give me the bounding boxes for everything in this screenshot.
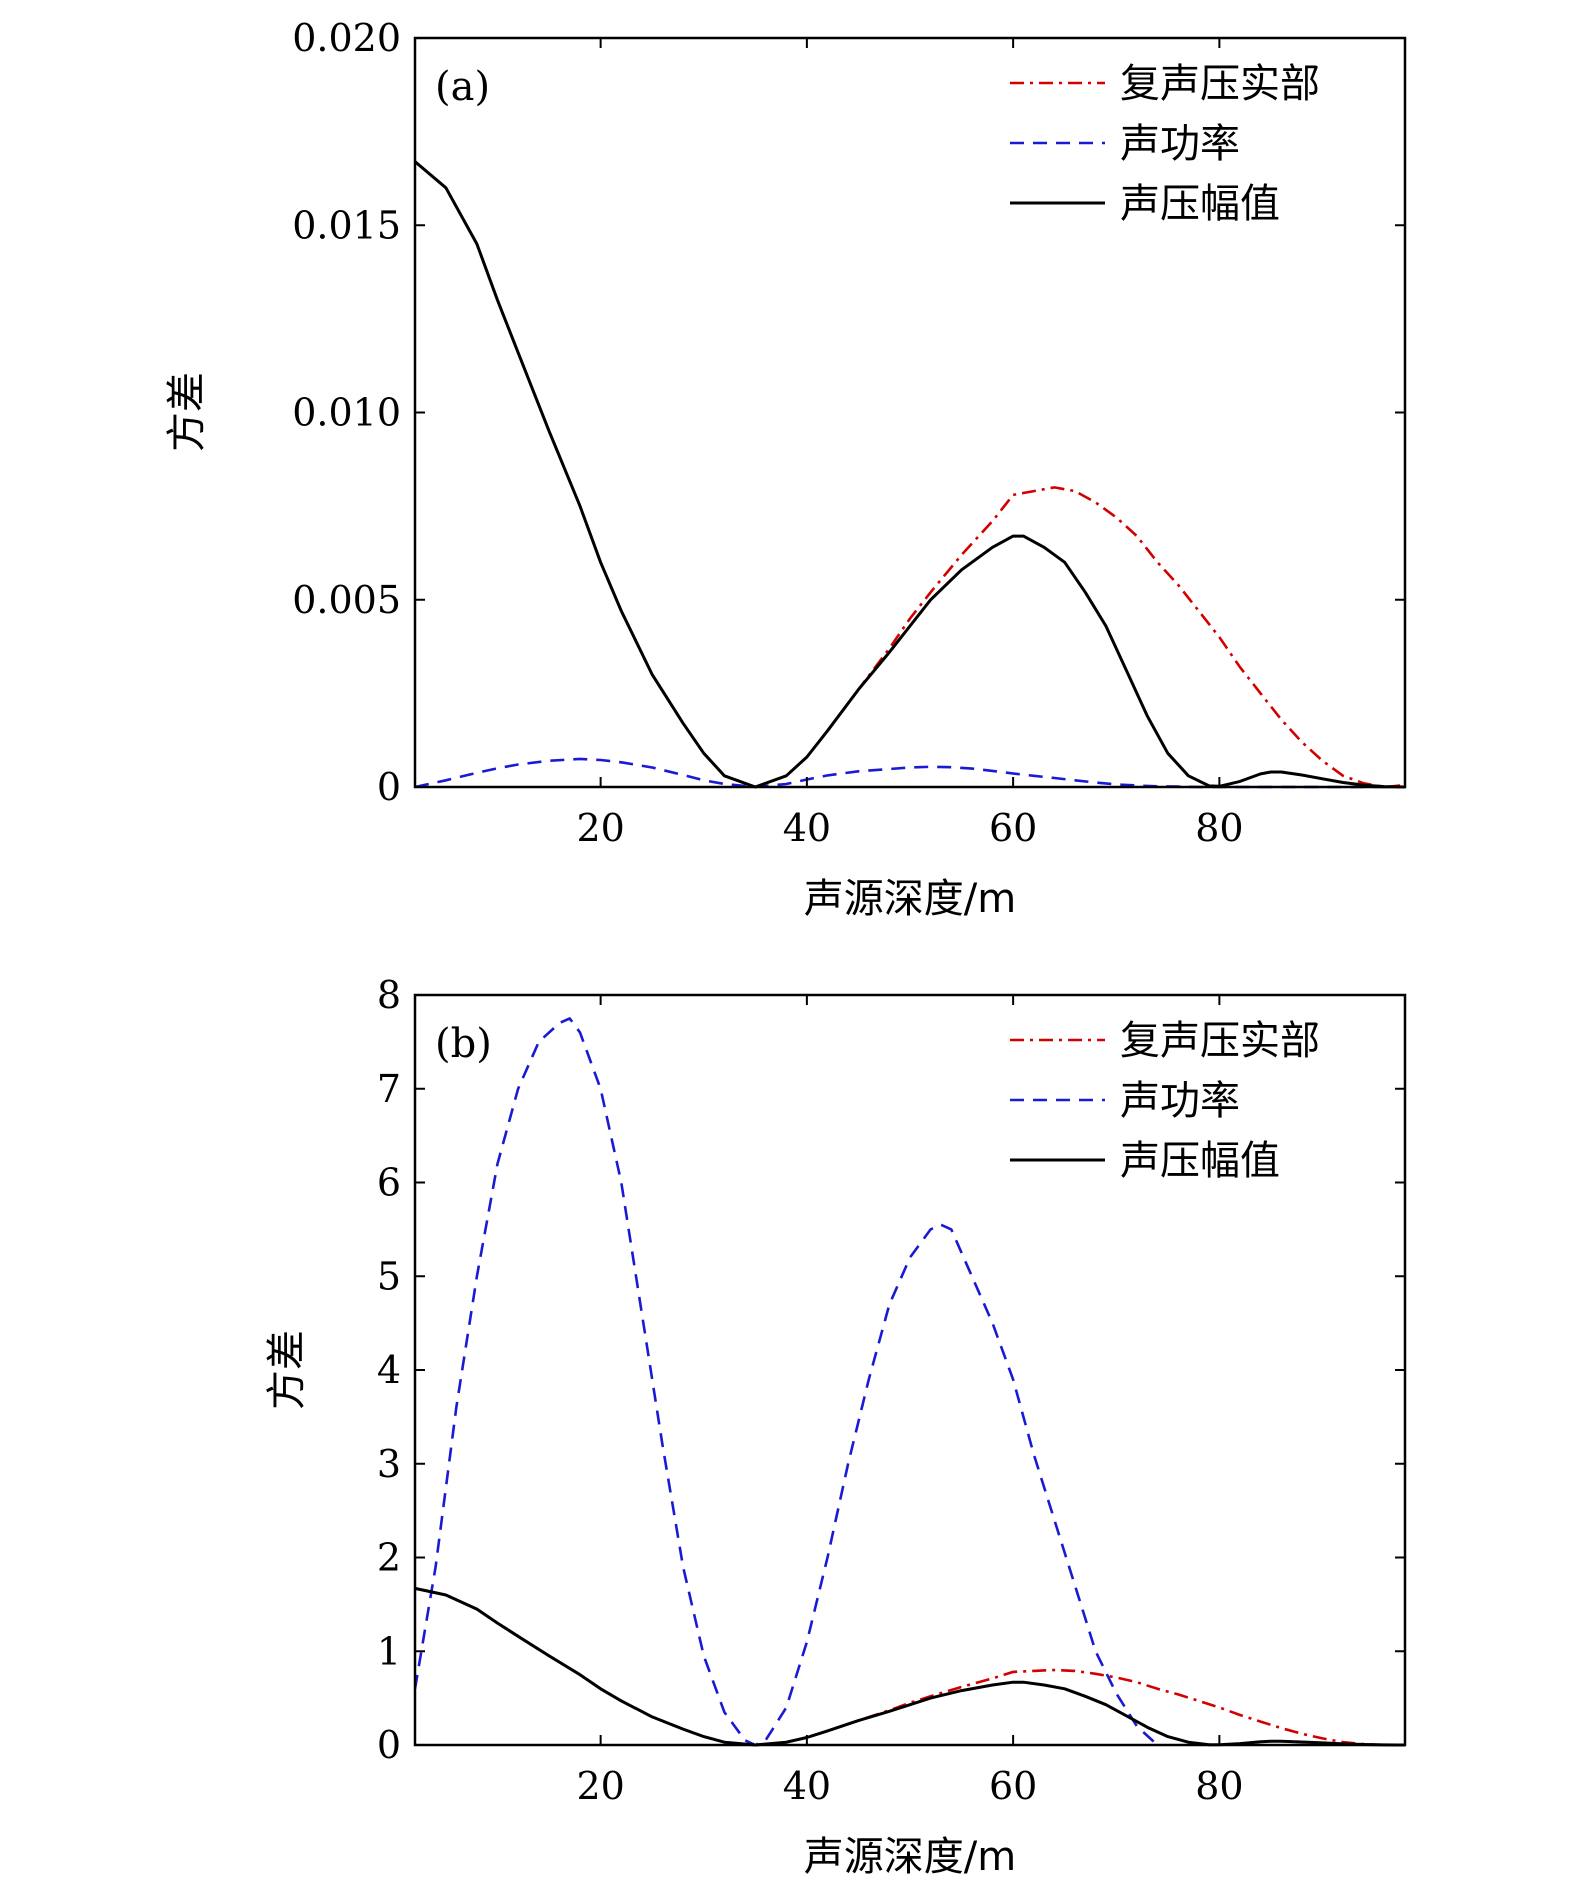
y-tick-label: 0 <box>377 1723 401 1767</box>
y-tick-label: 3 <box>377 1442 401 1486</box>
plot-frame <box>413 993 1407 1747</box>
y-tick-label: 0 <box>377 765 401 809</box>
y-tick-label: 7 <box>377 1067 401 1111</box>
legend-label-3: 声压幅值 <box>1120 1138 1280 1184</box>
x-tick-label: 20 <box>576 806 624 850</box>
legend-label-2: 声功率 <box>1120 1078 1240 1124</box>
y-tick-label: 4 <box>377 1348 401 1392</box>
x-axis-title: 声源深度/m <box>804 876 1016 922</box>
panel-label: (b) <box>435 1021 492 1067</box>
legend-label-2: 声功率 <box>1120 121 1240 167</box>
chart-panel-a: 0 0.005 0.010 0.015 0.020 20 40 60 80 声源深度/m 方差 (a)… <box>164 16 1407 922</box>
y-tick-label: 2 <box>377 1536 401 1580</box>
x-tick-label: 80 <box>1195 806 1243 850</box>
y-tick-label: 0.010 <box>292 391 401 435</box>
y-tick-label: 0.020 <box>292 16 401 60</box>
x-tick-label: 40 <box>783 806 831 850</box>
series-line-2 <box>413 1017 1159 1747</box>
x-tick-label: 20 <box>576 1764 624 1808</box>
x-tick-label: 60 <box>989 1764 1037 1808</box>
legend-label-1: 复声压实部 <box>1120 1018 1320 1064</box>
series-line-3 <box>414 1586 1406 1747</box>
y-tick-label: 0.015 <box>292 203 401 247</box>
y-axis-title: 方差 <box>164 372 210 452</box>
series-line-3 <box>414 160 1406 789</box>
legend-label-3: 声压幅值 <box>1120 181 1280 227</box>
y-tick-label: 5 <box>377 1254 401 1298</box>
y-tick-label: 8 <box>377 973 401 1017</box>
x-tick-label: 40 <box>783 1764 831 1808</box>
plot-frame <box>413 36 1407 789</box>
panel-label: (a) <box>435 64 490 110</box>
y-tick-label: 6 <box>377 1161 401 1205</box>
x-tick-label: 80 <box>1195 1764 1243 1808</box>
x-axis-title: 声源深度/m <box>804 1834 1016 1880</box>
y-tick-label: 1 <box>377 1629 401 1673</box>
series-line-1 <box>414 160 1406 789</box>
y-axis-title: 方差 <box>264 1330 310 1410</box>
legend-label-1: 复声压实部 <box>1120 61 1320 107</box>
x-tick-label: 60 <box>989 806 1037 850</box>
series-line-1 <box>414 1587 1405 1747</box>
y-tick-label: 0.005 <box>292 578 401 622</box>
series-line-2 <box>414 757 1405 789</box>
